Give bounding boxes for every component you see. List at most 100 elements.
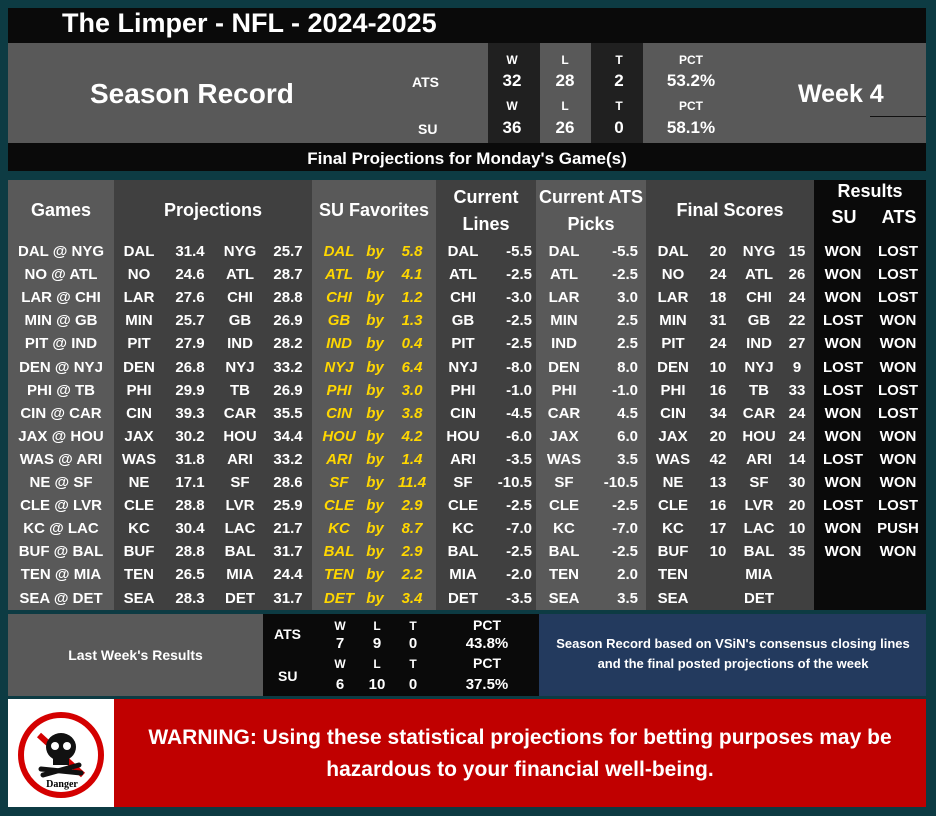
cell-pickteam: IND <box>551 335 577 353</box>
cell-su: WON <box>824 404 862 422</box>
cell-su: LOST <box>823 358 863 376</box>
cell-line: -10.5 <box>497 474 532 491</box>
cell-game: PIT @ IND <box>24 335 98 353</box>
cell-su: LOST <box>823 381 863 399</box>
cell-fs2: 24 <box>788 289 806 307</box>
cell-by: by <box>366 289 384 307</box>
cell-p1: KC <box>128 520 150 538</box>
table-row: TEN @ MIA TEN 26.5 MIA 24.4 TEN by 2.2 MIA -2.0 TE… <box>0 563 936 586</box>
cell-fav: SF <box>329 474 349 491</box>
cell-f1: MIN <box>659 312 687 330</box>
cell-p2: TB <box>230 381 250 399</box>
lw-ats-pct-header: PCT <box>473 617 501 633</box>
cell-su <box>818 563 868 586</box>
table-row: MIN @ GB MIN 25.7 GB 26.9 GB by 1.3 GB -2.5 MIN 2.5… <box>0 309 936 332</box>
results-su-header: SU <box>831 207 857 227</box>
cell-line: -6.0 <box>506 427 532 445</box>
cell-pick: 3.5 <box>617 589 638 607</box>
cell-fs1: 34 <box>709 404 727 422</box>
cell-f2: LVR <box>744 497 774 515</box>
cell-f1: PIT <box>661 335 685 353</box>
cell-game: SEA @ DET <box>19 589 103 607</box>
cell-fs2 <box>783 563 811 586</box>
ats-pct: 53.2% <box>666 71 716 90</box>
projections-column <box>114 180 312 610</box>
cell-pickteam: CLE <box>549 497 579 515</box>
season-record-note: Season Record based on VSiN's consensus … <box>556 636 910 671</box>
cell-su: LOST <box>823 450 863 468</box>
cell-s2: 26.9 <box>273 381 303 399</box>
cell-margin: 4.2 <box>401 427 423 445</box>
cell-pickteam: DEN <box>548 358 580 376</box>
cell-s2: 28.8 <box>273 289 303 307</box>
cell-by: by <box>366 474 384 491</box>
cell-ats: WON <box>879 450 917 468</box>
cell-margin: 1.4 <box>401 450 423 468</box>
cell-pick: 2.5 <box>617 335 638 353</box>
cell-p2: BAL <box>224 543 256 561</box>
cell-by: by <box>366 427 384 445</box>
cell-by: by <box>366 243 384 260</box>
cell-line: -2.5 <box>506 543 532 561</box>
cell-f1: WAS <box>655 450 691 468</box>
cell-s2: 25.9 <box>273 497 303 515</box>
su-l-header: L <box>561 99 569 113</box>
cell-s2: 28.6 <box>273 474 303 491</box>
cell-f1: NO <box>661 266 685 284</box>
cell-by: by <box>366 520 384 538</box>
cell-su: WON <box>824 266 862 284</box>
lw-ats-wins: 7 <box>335 635 345 652</box>
cell-lineteam: ATL <box>448 266 478 284</box>
cell-lineteam: PHI <box>450 381 476 399</box>
cell-pick: -2.5 <box>612 266 638 284</box>
cell-f1: KC <box>662 520 684 538</box>
cell-su: WON <box>824 520 862 538</box>
table-row: BUF @ BAL BUF 28.8 BAL 31.7 BAL by 2.9 BAL -2.5 BA… <box>0 540 936 563</box>
cell-fs1: 20 <box>709 427 727 445</box>
cell-f2: HOU <box>742 427 776 445</box>
cell-game: WAS @ ARI <box>19 450 103 468</box>
cell-s1: 29.9 <box>175 381 205 399</box>
cell-p1: TEN <box>124 566 154 584</box>
cell-p1: MIN <box>125 312 153 330</box>
table-row: KC @ LAC KC 30.4 LAC 21.7 KC by 8.7 KC -7.0 KC -7.0… <box>0 517 936 540</box>
cell-s1: 26.5 <box>175 566 205 584</box>
cell-f1: PHI <box>660 381 686 399</box>
cell-fav: BAL <box>323 543 355 561</box>
lw-ats-pct: 43.8% <box>465 635 509 652</box>
cell-fs2: 9 <box>792 358 802 376</box>
cell-f2: CHI <box>746 289 772 307</box>
cell-ats: WON <box>879 474 917 491</box>
cell-p2: DET <box>225 589 255 607</box>
cell-p2: ATL <box>225 266 255 284</box>
cell-pickteam: JAX <box>549 427 579 445</box>
cell-fav: KC <box>328 520 350 538</box>
cell-su: WON <box>824 289 862 307</box>
cell-margin: 6.4 <box>401 358 423 376</box>
week-label: Week 4 <box>798 80 884 108</box>
cell-su: LOST <box>823 312 863 330</box>
cell-lineteam: MIA <box>449 566 477 584</box>
cell-fs2: 26 <box>788 266 806 284</box>
ats-picks-header-2: Picks <box>567 214 615 234</box>
danger-sign-text: Danger <box>46 779 78 790</box>
cell-fs1: 16 <box>709 497 727 515</box>
cell-fs2: 15 <box>788 243 806 260</box>
cell-p2: CAR <box>223 404 257 422</box>
cell-pick: 8.0 <box>617 358 638 376</box>
cell-pickteam: MIN <box>550 312 578 330</box>
cell-line: -3.0 <box>506 289 532 307</box>
season-record-panel <box>8 43 926 143</box>
cell-line: -5.5 <box>506 243 532 260</box>
cell-lineteam: HOU <box>446 427 480 445</box>
cell-line: -2.5 <box>506 312 532 330</box>
cell-margin: 5.8 <box>401 243 423 260</box>
table-row: DEN @ NYJ DEN 26.8 NYJ 33.2 NYJ by 6.4 NYJ -8.0 DE… <box>0 356 936 379</box>
cell-f1: CLE <box>658 497 688 515</box>
projection-banner: Final Projections for Monday's Game(s) <box>8 143 926 171</box>
cell-by: by <box>366 450 384 468</box>
cell-lineteam: PIT <box>451 335 475 353</box>
cell-fs2: 20 <box>788 497 806 515</box>
projections-header: Projections <box>163 200 263 220</box>
lw-su-w-header: W <box>334 657 346 671</box>
